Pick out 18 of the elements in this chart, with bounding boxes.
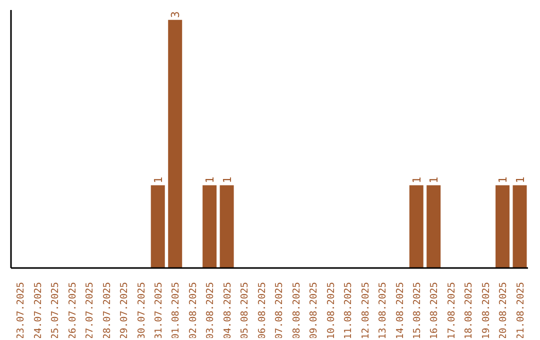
x-tick-label: 11.08.2025 bbox=[343, 282, 354, 340]
data-label: 1 bbox=[514, 176, 527, 184]
x-tick-label: 16.08.2025 bbox=[429, 282, 440, 340]
x-tick-label: 10.08.2025 bbox=[326, 282, 337, 340]
data-label: 1 bbox=[204, 176, 217, 184]
x-tick-label: 13.08.2025 bbox=[378, 282, 389, 340]
data-label: 1 bbox=[428, 176, 441, 184]
data-label: 1 bbox=[410, 176, 424, 184]
data-label: 3 bbox=[169, 11, 182, 18]
x-tick-label: 14.08.2025 bbox=[394, 282, 406, 340]
x-tick-label: 18.08.2025 bbox=[464, 282, 475, 340]
data-label: 1 bbox=[220, 176, 234, 184]
x-tick-label: 15.08.2025 bbox=[412, 282, 423, 340]
x-tick-label: 12.08.2025 bbox=[360, 282, 372, 340]
x-tick-label: 19.08.2025 bbox=[480, 282, 492, 340]
data-label: 1 bbox=[496, 176, 510, 184]
data-label: 1 bbox=[152, 176, 165, 184]
x-tick-label: 17.08.2025 bbox=[446, 282, 458, 340]
